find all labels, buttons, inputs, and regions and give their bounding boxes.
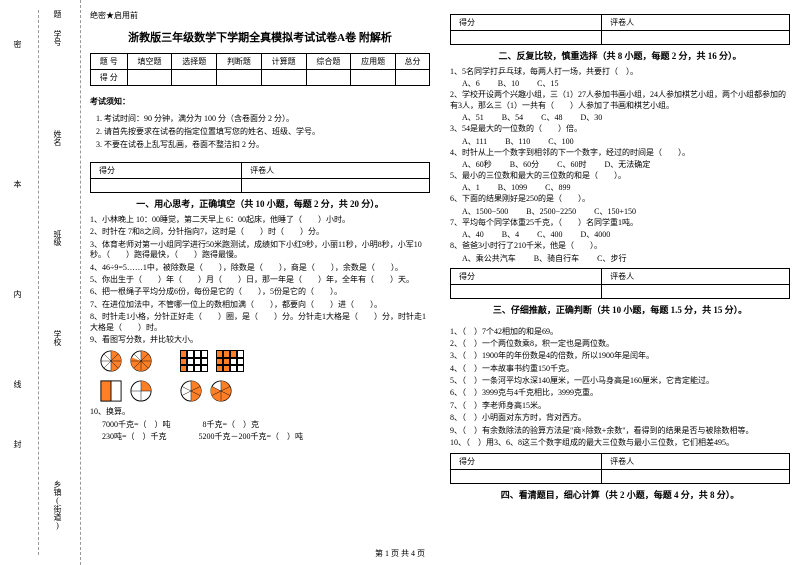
q1-10: 10、换算。 (90, 407, 430, 417)
q2-1-opts: A、6B、10C、15 (462, 78, 790, 89)
binding-line (38, 10, 39, 555)
binding-field-3: 学校 (52, 330, 63, 346)
s4-right: 评卷人 (602, 454, 790, 470)
q1-7: 7、在进位加法中，不管哪一位上的数相加满（ ），都要向（ ）进（ ）。 (90, 300, 430, 310)
st-h4: 计算题 (261, 54, 306, 70)
grid-3-12-icon (180, 350, 208, 372)
q2-7: 7、平均每个同学体重25千克，（ ）名同学重1吨。 (450, 218, 790, 228)
q1-8: 8、时针走1小格，分针正好走（ ）圈，是（ ）分。分针走1大格是（ ）分，时针走… (90, 312, 430, 333)
notice-1: 考试时间：90 分钟，满分为 100 分（含卷面分 2 分）。 (104, 113, 430, 124)
section1-scorer: 得分评卷人 (90, 162, 430, 193)
q3-3: 3、（ ）1900年的年份数是4的倍数，所以1900年是闰年。 (450, 351, 790, 361)
page-footer: 第 1 页 共 4 页 (0, 548, 800, 559)
st-h1: 填空题 (127, 54, 172, 70)
notice-header: 考试须知： (90, 96, 430, 107)
q2-7-opts: A、40B、4C、400D、4000 (462, 229, 790, 240)
confidential-label: 绝密★启用前 (90, 10, 430, 21)
q1-5: 5、你出生于（ ）年（ ）月（ ）日，那一年是（ ）年，全年有（ ）天。 (90, 275, 430, 285)
st-h5: 综合题 (306, 54, 351, 70)
q3-2: 2、（ ）一个两位数乘8，积一定也是两位数。 (450, 339, 790, 349)
s1-left: 得分 (91, 163, 242, 179)
q2-6-opts: A、1500−500B、2500−2250C、150+150 (462, 206, 790, 217)
section4-scorer: 得分评卷人 (450, 453, 790, 484)
binding-mark-1: 本 (12, 180, 23, 190)
q1-10a: 7000千克=（ ）吨 8千克=（ ）克 (102, 420, 430, 430)
binding-field-1: 姓名 (52, 130, 63, 146)
q1-2: 2、时针在 7和8之间，分针指向7，这时是（ ）时（ ）分。 (90, 227, 430, 237)
q2-3: 3、54是最大的一位数的（ ）倍。 (450, 124, 790, 134)
binding-mark-3: 线 (12, 380, 23, 390)
square-half-icon (100, 380, 122, 402)
q3-6: 6、（ ）3999克与4千克相比，3999克重。 (450, 388, 790, 398)
pie-5-8-icon (130, 350, 152, 372)
section2-scorer: 得分评卷人 (450, 14, 790, 45)
binding-end: 题 (52, 10, 63, 18)
q2-4: 4、时针从上一个数字到相邻的下一个数字，经过的时间是（ ）。 (450, 148, 790, 158)
q3-7: 7、（ ）李老师身高15米。 (450, 401, 790, 411)
st-h7: 总分 (396, 54, 430, 70)
s2-right: 评卷人 (602, 15, 790, 31)
q3-4: 4、（ ）一本故事书约重150千克。 (450, 364, 790, 374)
q2-5: 5、最小的三位数和最大的三位数的和是（ ）。 (450, 171, 790, 181)
q1-6: 6、把一根绳子平均分成6份，每份是它的（ ），5份是它的（ ）。 (90, 287, 430, 297)
pie-3-8-icon (100, 350, 122, 372)
q2-5-opts: A、1B、1099C、899 (462, 182, 790, 193)
st-h6: 应用题 (351, 54, 396, 70)
section3-title: 三、仔细推敲，正确判断（共 10 小题，每题 1.5 分，共 15 分）。 (450, 303, 790, 316)
pie-4-6-icon (210, 380, 232, 402)
section2-title: 二、反复比较，慎重选择（共 8 小题，每题 2 分，共 16 分）。 (450, 49, 790, 62)
q3-5: 5、（ ）一条河平均水深140厘米，一匹小马身高是160厘米，它肯定能过。 (450, 376, 790, 386)
s3-left: 得分 (451, 268, 602, 284)
s1-right: 评卷人 (242, 163, 430, 179)
q3-8: 8、（ ）小明面对东方时，背对西方。 (450, 413, 790, 423)
exam-title: 浙教版三年级数学下学期全真模拟考试试卷A卷 附解析 (90, 29, 430, 45)
binding-mark-2: 内 (12, 290, 23, 300)
section1-title: 一、用心思考，正确填空（共 10 小题，每题 2 分，共 20 分）。 (90, 197, 430, 210)
binding-column: 题 密 学号 姓名 本 班级 内 学校 线 封 乡镇(街道) (0, 0, 81, 565)
q2-1: 1、5名同学打乒乓球，每两人打一场，共要打（ ）。 (450, 67, 790, 77)
q1-10b: 230吨=（ ）千克 5200千克－200千克=（ ）吨 (102, 432, 430, 442)
s4-left: 得分 (451, 454, 602, 470)
binding-field-4: 乡镇(街道) (52, 480, 63, 530)
section4-title: 四、看清题目，细心计算（共 2 小题，每题 4 分，共 8 分）。 (450, 488, 790, 501)
pie-3-6-icon (180, 380, 202, 402)
score-table: 题 号 填空题 选择题 判断题 计算题 综合题 应用题 总分 得 分 (90, 53, 430, 86)
grid-7-12-icon (216, 350, 244, 372)
notice-list: 考试时间：90 分钟，满分为 100 分（含卷面分 2 分）。 请首先按要求在试… (90, 111, 430, 152)
binding-mark-4: 封 (12, 440, 23, 450)
s2-left: 得分 (451, 15, 602, 31)
st-h2: 选择题 (172, 54, 217, 70)
shapes-row-1 (100, 350, 430, 372)
left-column: 绝密★启用前 浙教版三年级数学下学期全真模拟考试试卷A卷 附解析 题 号 填空题… (90, 10, 430, 540)
q1-1: 1、小林晚上 10：00睡觉，第二天早上 6：00起床，他睡了（ ）小时。 (90, 215, 430, 225)
st-r2: 得 分 (91, 70, 128, 86)
right-column: 得分评卷人 二、反复比较，慎重选择（共 8 小题，每题 2 分，共 16 分）。… (450, 10, 790, 540)
q2-4-opts: A、60秒B、60分C、60时D、无法确定 (462, 159, 790, 170)
st-h3: 判断题 (217, 54, 262, 70)
s3-right: 评卷人 (602, 268, 790, 284)
st-h0: 题 号 (91, 54, 128, 70)
q1-4: 4、46÷9=5……1中，被除数是（ ），除数是（ ），商是（ ），余数是（ ）… (90, 263, 430, 273)
main-content: 绝密★启用前 浙教版三年级数学下学期全真模拟考试试卷A卷 附解析 题 号 填空题… (90, 10, 790, 540)
q2-6: 6、下面的结果刚好是250的是（ ）。 (450, 194, 790, 204)
q1-3: 3、体育老师对第一小组同学进行50米跑测试，成绩如下小红9秒，小丽11秒，小明8… (90, 240, 430, 261)
binding-mark-0: 密 (12, 40, 23, 50)
notice-3: 不要在试卷上乱写乱画，卷面不整洁扣 2 分。 (104, 139, 430, 150)
pie-quarter-icon (130, 380, 152, 402)
shapes-row-2 (100, 380, 430, 402)
binding-field-0: 学号 (52, 30, 63, 46)
binding-field-2: 班级 (52, 230, 63, 246)
q3-1: 1、（ ）7个42相加的和是69。 (450, 327, 790, 337)
q1-9: 9、看图写分数，并比较大小。 (90, 335, 430, 345)
q3-9: 9、（ ）有余数除法的验算方法是"商×除数+余数"，看得到的结果是否与被除数相等… (450, 426, 790, 436)
q2-3-opts: A、111B、110C、100 (462, 136, 790, 147)
notice-2: 请首先按要求在试卷的指定位置填写您的姓名、班级、学号。 (104, 126, 430, 137)
q2-8: 8、爸爸3小时行了210千米，他是（ ）。 (450, 241, 790, 251)
q3-10: 10、（ ）用3、6、8这三个数字组成的最大三位数与最小三位数，它们相差495。 (450, 438, 790, 448)
q2-2-opts: A、51B、54C、48D、30 (462, 112, 790, 123)
section3-scorer: 得分评卷人 (450, 268, 790, 299)
q2-2: 2、学校开设两个兴趣小组，三（1）27人参加书画小组，24人参加棋艺小组，两个小… (450, 90, 790, 111)
q2-8-opts: A、乘公共汽车B、骑自行车C、步行 (462, 253, 790, 264)
